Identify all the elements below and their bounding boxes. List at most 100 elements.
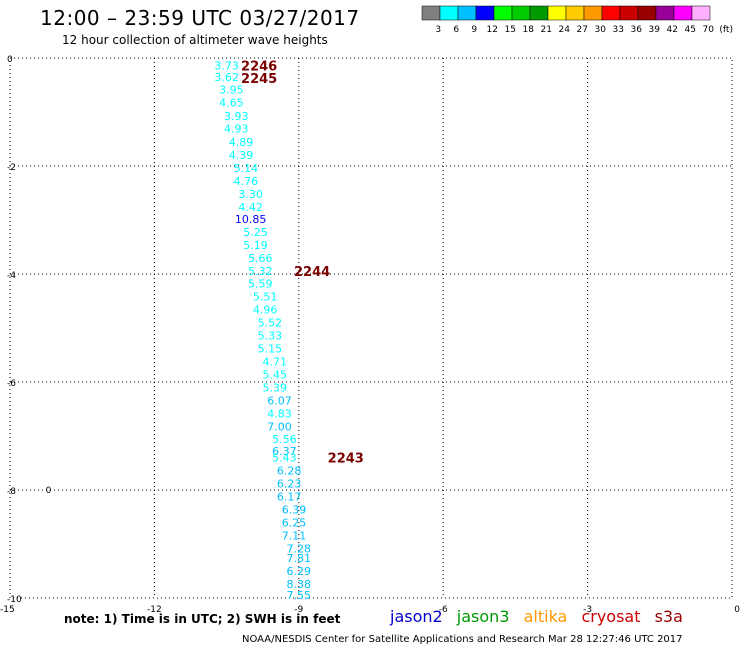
legend-jason3: jason3	[456, 607, 510, 626]
color-swatch	[565, 5, 585, 21]
color-scale-label: 15	[504, 25, 515, 35]
land-marker: 0	[46, 486, 52, 496]
wave-height-value: 5.52	[258, 317, 283, 330]
wave-height-value: 5.25	[243, 226, 268, 239]
chart-subtitle: 12 hour collection of altimeter wave hei…	[62, 33, 328, 47]
color-swatch	[637, 5, 657, 21]
color-swatch	[475, 5, 495, 21]
wave-height-value: 7.00	[267, 420, 292, 433]
color-swatch	[601, 5, 621, 21]
chart-data-points: 3.733.623.954.653.934.934.894.395.144.76…	[46, 60, 364, 602]
legend-altika: altika	[523, 607, 568, 626]
color-scale-label: 27	[576, 25, 587, 35]
wave-height-value: 3.62	[214, 71, 239, 84]
wave-height-value: 7.11	[282, 529, 307, 542]
color-scale-legend: 3 6 9 12 15 18 21 24 27 30 33 36 39 42 45 70 (ft)	[421, 5, 733, 35]
color-scale-label: (ft)	[719, 25, 733, 35]
color-scale-label: 45	[684, 25, 695, 35]
color-scale-label: 9	[471, 25, 477, 35]
color-swatch	[655, 5, 675, 21]
wave-height-value: 6.07	[267, 394, 292, 407]
color-scale-label: 30	[594, 25, 606, 35]
x-tick-label: 0	[734, 605, 740, 615]
x-tick-label: -9	[294, 605, 303, 615]
wave-height-value: 5.51	[253, 291, 278, 304]
wave-height-value: 4.76	[234, 175, 259, 188]
wave-height-value: 3.73	[214, 60, 239, 73]
y-tick-label: -4	[7, 271, 16, 281]
wave-height-value: 3.93	[224, 110, 249, 123]
wave-height-value: 3.30	[238, 188, 263, 201]
color-scale-label: 36	[630, 25, 642, 35]
x-tick-label: -3	[583, 605, 592, 615]
chart-grid	[9, 57, 733, 599]
wave-height-value: 5.39	[262, 381, 287, 394]
chart-axes: 0 -2 -4 -6 -8 -10-15 -12 -9 -6 -3 0	[0, 55, 740, 615]
wave-height-value: 5.19	[243, 239, 268, 252]
color-scale-label: 6	[453, 25, 459, 35]
plot-frame	[9, 57, 733, 599]
wave-height-value: 4.96	[253, 304, 278, 317]
footer-credit: NOAA/NESDIS Center for Satellite Applica…	[242, 634, 683, 645]
wave-height-value: 6.25	[282, 516, 307, 529]
pass-time-label: 2244	[294, 265, 330, 280]
color-swatch	[547, 5, 567, 21]
wave-height-value: 7.28	[287, 542, 312, 555]
color-scale-label: 18	[522, 25, 534, 35]
units-note: note: 1) Time is in UTC; 2) SWH is in fe…	[64, 612, 341, 626]
wave-height-value: 5.32	[248, 265, 273, 278]
wave-height-value: 10.85	[235, 213, 267, 226]
color-scale-label: 24	[558, 25, 570, 35]
wave-height-value: 5.33	[258, 330, 283, 343]
wave-height-value: 6.23	[277, 478, 302, 491]
wave-height-value: 4.39	[229, 149, 254, 162]
wave-height-value: 6.39	[282, 503, 307, 516]
wave-height-value: 4.83	[267, 407, 292, 420]
x-tick-label: -12	[147, 605, 162, 615]
pass-time-label: 2246	[241, 60, 277, 75]
wave-height-value: 6.17	[277, 490, 302, 503]
wave-height-value: 5.56	[272, 433, 297, 446]
wave-height-value: 7.55	[287, 589, 312, 602]
y-tick-label: -2	[7, 163, 16, 173]
color-swatch	[691, 5, 711, 21]
wave-height-value: 7.81	[287, 552, 312, 565]
wave-height-value: 4.89	[229, 136, 254, 149]
wave-height-value: 8.38	[287, 578, 312, 591]
wave-height-value: 4.65	[219, 96, 244, 109]
wave-height-value: 4.93	[224, 123, 249, 136]
color-scale-label: 42	[666, 25, 677, 35]
color-swatch	[511, 5, 531, 21]
color-scale-label: 33	[612, 25, 623, 35]
y-tick-label: -6	[7, 379, 16, 389]
color-scale-label: 70	[702, 25, 714, 35]
wave-height-value: 6.37	[272, 445, 297, 458]
y-tick-label: -10	[7, 595, 22, 605]
pass-time-label: 2245	[241, 72, 277, 87]
wave-height-value: 5.43	[272, 452, 297, 465]
color-swatch	[529, 5, 549, 21]
wave-height-value: 6.29	[287, 565, 312, 578]
wave-height-value: 5.66	[248, 252, 273, 265]
wave-height-value: 5.59	[248, 278, 273, 291]
wave-height-value: 6.28	[277, 465, 302, 478]
legend-jason2: jason2	[390, 607, 443, 626]
color-scale-label: 21	[540, 25, 551, 35]
color-scale-label: 12	[486, 25, 497, 35]
chart-title: 12:00 – 23:59 UTC 03/27/2017	[40, 6, 360, 30]
color-swatch	[673, 5, 693, 21]
color-scale-label: 3	[435, 25, 441, 35]
y-tick-label: 0	[7, 55, 13, 65]
satellite-legend: jason2 jason3 altika cryosat s3a	[390, 607, 692, 626]
pass-time-label: 2243	[328, 452, 364, 467]
wave-height-value: 4.42	[238, 201, 263, 214]
legend-cryosat: cryosat	[581, 607, 641, 626]
x-tick-label: -6	[439, 605, 448, 615]
wave-height-value: 3.95	[219, 83, 244, 96]
color-scale-label: 39	[648, 25, 660, 35]
wave-height-value: 4.71	[262, 355, 287, 368]
x-tick-label: -15	[0, 605, 15, 615]
wave-height-value: 5.14	[234, 162, 259, 175]
color-swatch	[421, 5, 441, 21]
